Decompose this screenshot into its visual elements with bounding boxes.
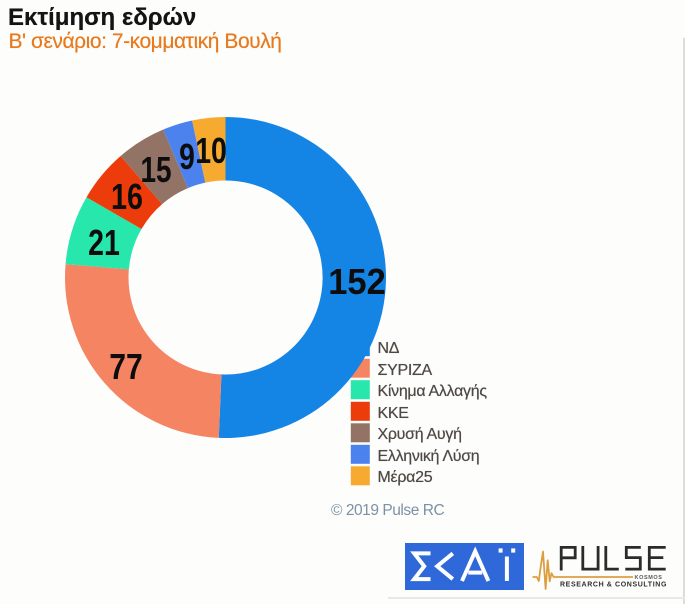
svg-text:KOSMOS: KOSMOS — [635, 575, 663, 581]
svg-text:RESEARCH & CONSULTING: RESEARCH & CONSULTING — [560, 582, 667, 589]
